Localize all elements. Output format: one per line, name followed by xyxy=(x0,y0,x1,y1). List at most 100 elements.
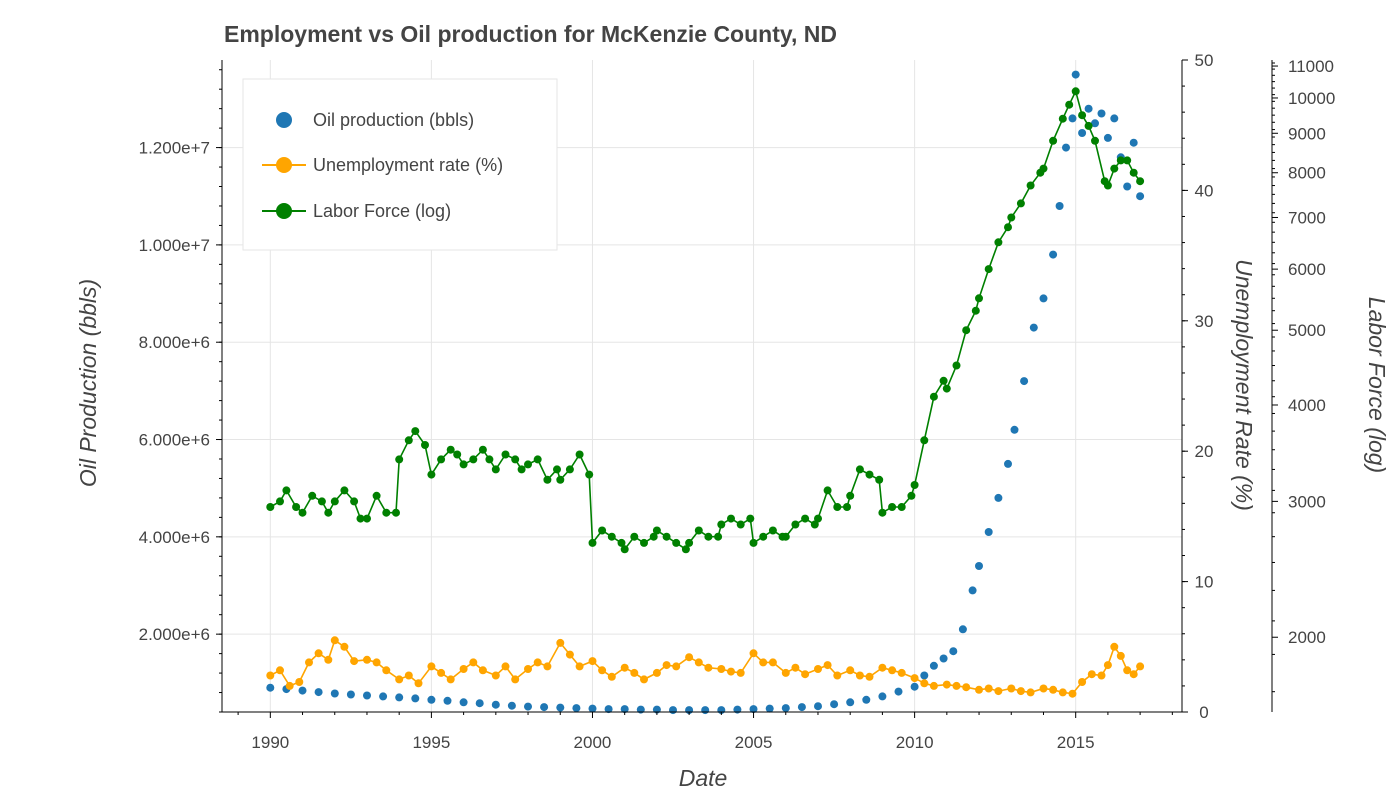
data-point xyxy=(491,700,500,709)
data-point xyxy=(984,265,993,274)
data-point xyxy=(717,520,726,529)
data-point xyxy=(701,706,710,715)
series-1 xyxy=(266,636,1145,698)
data-point xyxy=(814,702,822,711)
far-right-tick-label: 3000 xyxy=(1288,492,1326,511)
data-point xyxy=(1084,104,1093,113)
data-point xyxy=(511,675,520,684)
data-point xyxy=(295,678,304,686)
data-point xyxy=(266,671,275,680)
data-point xyxy=(768,526,777,535)
x-tick-label: 2015 xyxy=(1057,733,1095,752)
data-point xyxy=(1129,670,1138,679)
data-point xyxy=(1058,114,1067,123)
data-point xyxy=(372,491,381,500)
legend-unemployment-label: Unemployment rate (%) xyxy=(313,155,503,175)
data-point xyxy=(1007,684,1016,693)
far-right-tick-label: 5000 xyxy=(1288,321,1326,340)
data-point xyxy=(437,668,446,677)
data-point xyxy=(330,497,339,506)
data-point xyxy=(746,514,755,523)
x-tick-label: 1995 xyxy=(412,733,450,752)
data-point xyxy=(478,445,487,454)
data-point xyxy=(875,475,884,484)
data-point xyxy=(968,586,977,595)
data-point xyxy=(395,693,404,702)
data-point xyxy=(1071,70,1080,79)
data-point xyxy=(810,520,819,529)
right-tick-label: 10 xyxy=(1195,573,1214,592)
data-point xyxy=(727,514,735,523)
data-point xyxy=(910,481,919,489)
data-point xyxy=(910,682,919,691)
data-point xyxy=(459,698,468,707)
data-point xyxy=(878,692,887,701)
data-point xyxy=(556,703,565,712)
data-point xyxy=(340,486,349,495)
data-point xyxy=(404,671,413,680)
data-point xyxy=(781,532,790,541)
data-point xyxy=(517,465,526,474)
data-point xyxy=(910,674,919,683)
data-point xyxy=(485,455,494,464)
data-point xyxy=(437,455,446,464)
data-point xyxy=(556,638,565,647)
data-point xyxy=(459,460,468,469)
data-point xyxy=(285,681,294,690)
data-point xyxy=(1110,114,1119,123)
data-point xyxy=(694,658,703,667)
data-point xyxy=(585,470,594,479)
data-point xyxy=(543,475,552,484)
data-point xyxy=(855,465,864,474)
plot-area xyxy=(266,70,1145,715)
data-point xyxy=(491,671,500,680)
data-point xyxy=(862,695,871,704)
data-point xyxy=(1026,181,1035,190)
data-point xyxy=(427,695,436,704)
left-tick-label: 1.000e+7 xyxy=(139,236,210,255)
data-point xyxy=(363,514,371,523)
data-point xyxy=(1136,662,1145,671)
data-point xyxy=(266,503,275,511)
data-point xyxy=(865,672,874,681)
data-point xyxy=(392,508,400,517)
data-point xyxy=(1007,213,1016,222)
data-point xyxy=(878,663,887,672)
data-point xyxy=(975,294,983,303)
data-point xyxy=(617,538,626,547)
data-point xyxy=(894,687,903,696)
data-point xyxy=(1129,138,1138,147)
data-point xyxy=(317,497,326,506)
data-point xyxy=(404,436,413,445)
legend-item-unemployment[interactable]: Unemployment rate (%) xyxy=(262,155,503,175)
legend-item-oil[interactable]: Oil production (bbls) xyxy=(276,110,474,130)
chart-title: Employment vs Oil production for McKenzi… xyxy=(224,21,837,47)
data-point xyxy=(598,666,607,675)
data-point xyxy=(1071,87,1080,96)
x-tick-label: 1990 xyxy=(251,733,289,752)
data-point xyxy=(949,647,958,656)
data-point xyxy=(1004,459,1012,468)
data-point xyxy=(414,679,423,688)
data-point xyxy=(994,687,1003,696)
legend-item-labor-force[interactable]: Labor Force (log) xyxy=(262,201,451,221)
data-point xyxy=(1129,168,1138,177)
data-point xyxy=(833,671,842,680)
data-point xyxy=(411,427,420,436)
data-point xyxy=(620,663,629,672)
data-point xyxy=(421,441,429,449)
data-point xyxy=(565,650,574,659)
data-point xyxy=(662,532,671,541)
data-point xyxy=(446,675,455,684)
data-point xyxy=(920,436,929,445)
data-point xyxy=(1123,666,1132,675)
legend-labor-label: Labor Force (log) xyxy=(313,201,451,221)
data-point xyxy=(814,665,822,673)
data-point xyxy=(411,694,420,703)
data-point xyxy=(717,665,726,673)
left-tick-label: 6.000e+6 xyxy=(139,431,210,450)
data-point xyxy=(749,538,758,547)
data-point xyxy=(1110,164,1119,173)
data-point xyxy=(1091,119,1099,128)
